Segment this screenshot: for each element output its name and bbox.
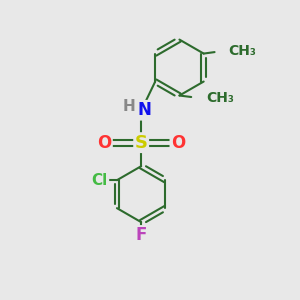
Text: H: H [122,99,135,114]
Text: S: S [135,134,148,152]
Text: CH₃: CH₃ [206,92,234,106]
Text: N: N [138,101,152,119]
Text: O: O [171,134,185,152]
Text: F: F [136,226,147,244]
Text: CH₃: CH₃ [229,44,256,58]
Text: O: O [97,134,112,152]
Text: Cl: Cl [92,173,108,188]
